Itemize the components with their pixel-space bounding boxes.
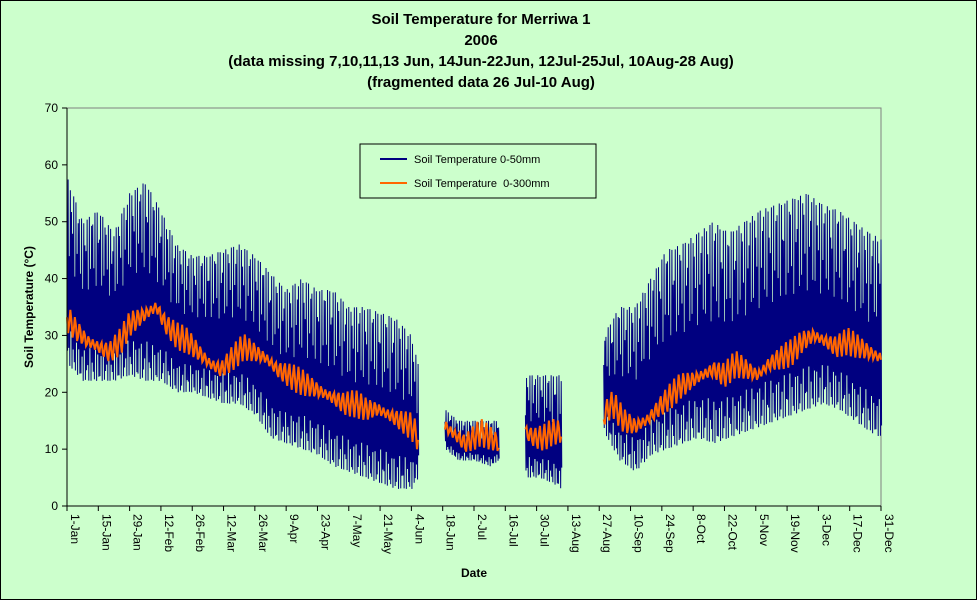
chart-title-line-1: Soil Temperature for Merriwa 1 xyxy=(371,11,591,28)
y-tick-label: 30 xyxy=(45,328,59,342)
series-layer xyxy=(66,179,883,489)
x-tick-label: 3-Dec xyxy=(819,514,833,546)
y-axis-title: Soil Temperature (°C) xyxy=(22,246,36,368)
legend-label-0-300mm: Soil Temperature 0-300mm xyxy=(414,178,550,190)
x-tick-label: 8-Oct xyxy=(694,514,708,544)
legend-box xyxy=(359,143,597,199)
y-tick-label: 70 xyxy=(45,101,59,115)
x-tick-label: 1-Jan xyxy=(68,514,82,544)
legend-label-0-50mm: Soil Temperature 0-50mm xyxy=(414,154,540,166)
x-tick-label: 21-May xyxy=(381,514,395,554)
y-axis: 0 10 20 30 40 50 60 70 xyxy=(45,101,68,513)
x-tick-label: 31-Dec xyxy=(882,514,896,553)
x-tick-label: 19-Nov xyxy=(788,514,802,553)
x-tick-label: 13-Aug xyxy=(569,514,583,553)
x-tick-label: 18-Jun xyxy=(444,514,458,551)
series-0-50mm-segment xyxy=(603,193,883,471)
x-tick-label: 30-Jul xyxy=(538,514,552,547)
series-1-300mm-segment xyxy=(443,419,500,452)
chart-title-line-4: (fragmented data 26 Jul-10 Aug) xyxy=(367,74,595,91)
y-tick-label: 50 xyxy=(45,215,59,229)
y-tick-label: 60 xyxy=(45,158,59,172)
x-tick-label: 9-Apr xyxy=(287,514,301,543)
y-tick-label: 0 xyxy=(51,499,58,513)
y-tick-label: 40 xyxy=(45,272,59,286)
x-tick-label: 27-Aug xyxy=(600,514,614,553)
series-1-300mm-segment xyxy=(602,326,882,434)
x-tick-label: 12-Mar xyxy=(225,514,239,552)
chart-title-line-3: (data missing 7,10,11,13 Jun, 14Jun-22Ju… xyxy=(228,53,734,70)
x-axis-title: Date xyxy=(461,566,487,580)
x-tick-label: 23-Apr xyxy=(318,514,332,550)
x-axis: 1-Jan 15-Jan 29-Jan 12-Feb 26-Feb 12-Mar 26-Ma… xyxy=(66,505,896,554)
x-tick-label: 16-Jul xyxy=(506,514,520,547)
x-tick-label: 29-Jan xyxy=(131,514,145,551)
x-tick-label: 12-Feb xyxy=(162,514,176,552)
x-tick-label: 2-Jul xyxy=(475,514,489,540)
y-tick-label: 10 xyxy=(45,442,59,456)
chart-title-line-2: 2006 xyxy=(464,32,498,49)
x-tick-label: 4-Jun xyxy=(412,514,426,544)
x-tick-label: 7-May xyxy=(350,514,364,547)
x-tick-label: 22-Oct xyxy=(725,514,739,551)
legend: Soil Temperature 0-50mm Soil Temperature… xyxy=(359,143,597,199)
chart-title: Soil Temperature for Merriwa 1 2006 (dat… xyxy=(1,9,961,93)
x-tick-label: 10-Sep xyxy=(632,514,646,553)
series-1-300mm-segment xyxy=(66,302,420,450)
x-tick-label: 26-Mar xyxy=(256,514,270,552)
x-tick-label: 26-Feb xyxy=(193,514,207,552)
x-tick-label: 5-Nov xyxy=(757,514,771,546)
x-tick-label: 15-Jan xyxy=(99,514,113,551)
x-tick-label: 24-Sep xyxy=(663,514,677,553)
x-tick-label: 17-Dec xyxy=(851,514,865,553)
y-tick-label: 20 xyxy=(45,385,59,399)
series-1-300mm-segment xyxy=(524,418,563,451)
